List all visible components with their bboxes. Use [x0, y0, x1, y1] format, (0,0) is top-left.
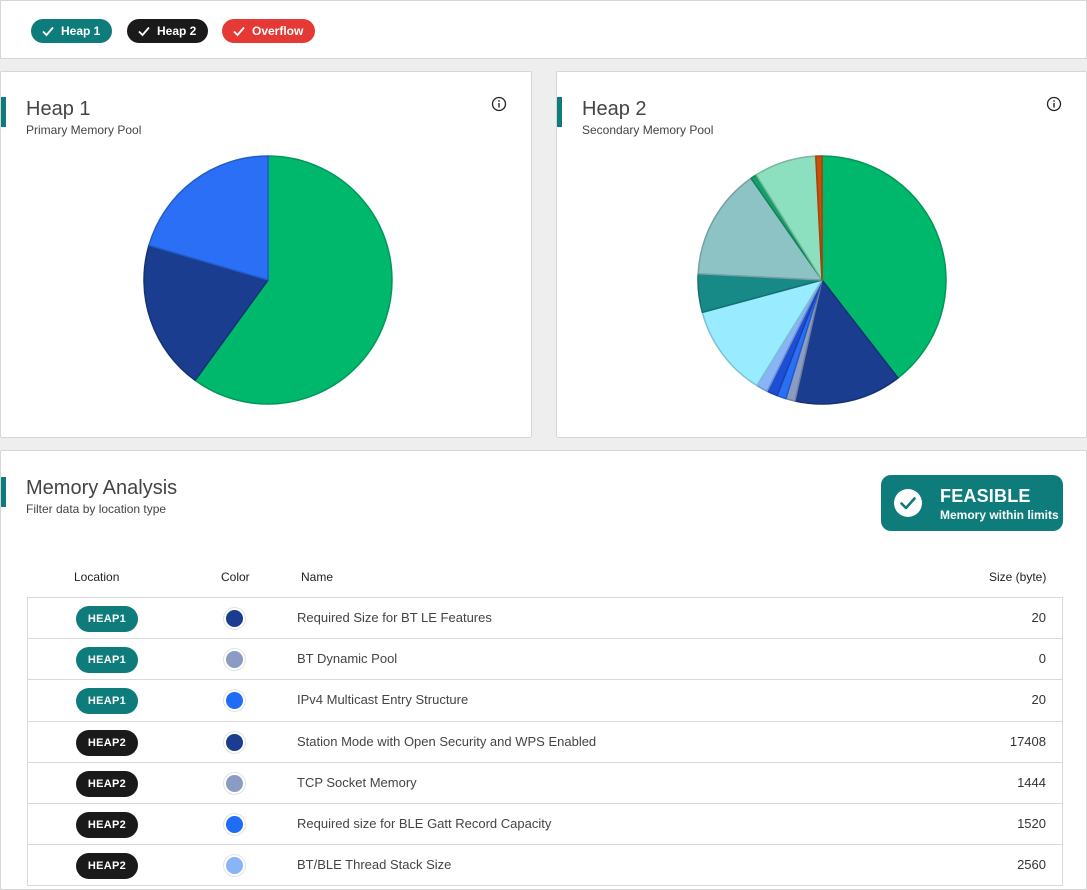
heap2-card: Heap 2 Secondary Memory Pool	[556, 71, 1087, 438]
color-swatch	[224, 690, 245, 712]
card-title: Memory Analysis	[26, 477, 178, 499]
status-subtitle: Memory within limits	[940, 508, 1059, 522]
table-row[interactable]: HEAP1 Required Size for BT LE Features 20	[28, 598, 1062, 640]
color-swatch	[224, 649, 245, 671]
filter-chip-heap1[interactable]: Heap 1	[31, 19, 113, 43]
column-header-name[interactable]: Name	[301, 570, 334, 584]
table-row[interactable]: HEAP1 IPv4 Multicast Entry Structure 20	[28, 680, 1062, 722]
location-badge: HEAP1	[76, 606, 138, 632]
check-icon	[138, 26, 150, 37]
location-badge: HEAP2	[76, 811, 138, 838]
heap2-pie-slice-1[interactable]	[821, 155, 947, 379]
memory-table: HEAP1 Required Size for BT LE Features 20 H…	[27, 597, 1063, 887]
table-row[interactable]: HEAP2 Station Mode with Open Security and…	[28, 722, 1062, 763]
heap1-pie-slice-3[interactable]	[148, 155, 269, 281]
heap2-pie-slice-9[interactable]	[697, 177, 823, 281]
row-name: IPv4 Multicast Entry Structure	[297, 692, 469, 708]
row-name: BT Dynamic Pool	[297, 651, 398, 667]
row-size: 17408	[1009, 733, 1046, 749]
row-size: 20	[1031, 692, 1046, 708]
color-swatch	[224, 608, 245, 629]
location-badge: HEAP2	[76, 729, 138, 756]
row-name: BT/BLE Thread Stack Size	[297, 857, 452, 873]
table-row[interactable]: HEAP1 BT Dynamic Pool 0	[28, 639, 1062, 681]
row-name: Required Size for BT LE Features	[297, 610, 492, 625]
table-row[interactable]: HEAP2 Required size for BLE Gatt Record C…	[28, 804, 1062, 846]
location-badge: HEAP2	[76, 853, 138, 880]
card-title: Heap 1	[26, 98, 91, 120]
filter-chip-label: Heap 2	[157, 24, 197, 38]
table-row[interactable]: HEAP2 TCP Socket Memory 1444	[28, 763, 1062, 804]
filter-chip-overflow[interactable]: Overflow	[222, 19, 316, 43]
filter-chip-heap2[interactable]: Heap 2	[127, 19, 209, 43]
filter-bar: Heap 1 Heap 2 Overflow	[0, 0, 1087, 59]
column-header-location[interactable]: Location	[74, 570, 120, 584]
info-icon[interactable]	[1046, 96, 1062, 112]
row-size: 0	[1038, 651, 1046, 667]
card-subtitle: Secondary Memory Pool	[582, 123, 714, 137]
row-name: Required size for BLE Gatt Record Capaci…	[297, 815, 552, 831]
feasibility-status-badge: FEASIBLE Memory within limits	[881, 475, 1063, 531]
location-badge: HEAP2	[76, 770, 138, 797]
color-swatch	[224, 731, 245, 753]
column-header-color[interactable]: Color	[221, 570, 250, 584]
location-badge: HEAP1	[76, 688, 138, 715]
check-circle-icon	[894, 489, 922, 517]
filter-chip-label: Overflow	[252, 24, 304, 38]
heap2-pie-slice-7[interactable]	[701, 279, 823, 387]
location-badge: HEAP1	[76, 647, 138, 674]
title-accent	[557, 97, 562, 127]
info-icon[interactable]	[491, 96, 507, 112]
row-size: 20	[1031, 610, 1046, 625]
card-title: Heap 2	[582, 98, 647, 120]
column-header-size[interactable]: Size (byte)	[989, 570, 1047, 584]
color-swatch	[224, 813, 245, 835]
row-size: 1520	[1017, 815, 1046, 831]
color-swatch	[224, 855, 245, 877]
heap1-pie-slice-1[interactable]	[194, 155, 393, 405]
title-accent	[1, 477, 6, 507]
row-name: TCP Socket Memory	[297, 774, 417, 790]
check-icon	[233, 26, 245, 37]
heap1-pie-chart	[143, 155, 393, 405]
heap1-pie-slice-2[interactable]	[143, 244, 269, 382]
heap2-pie-slice-2[interactable]	[794, 279, 899, 405]
title-accent	[1, 97, 6, 127]
row-size: 2560	[1017, 857, 1046, 873]
card-subtitle: Primary Memory Pool	[26, 123, 142, 137]
check-icon	[42, 26, 54, 37]
filter-chip-label: Heap 1	[61, 24, 101, 38]
table-row[interactable]: HEAP2 BT/BLE Thread Stack Size 2560	[28, 845, 1062, 887]
row-size: 1444	[1017, 774, 1046, 790]
heap2-pie-chart	[697, 155, 947, 405]
status-title: FEASIBLE	[940, 486, 1031, 506]
memory-analysis-card: Memory Analysis Filter data by location …	[0, 450, 1087, 890]
heap1-card: Heap 1 Primary Memory Pool	[0, 71, 532, 438]
card-subtitle: Filter data by location type	[26, 502, 167, 516]
heap2-pie-slice-12[interactable]	[815, 155, 823, 281]
row-name: Station Mode with Open Security and WPS …	[297, 733, 597, 749]
color-swatch	[224, 772, 245, 794]
